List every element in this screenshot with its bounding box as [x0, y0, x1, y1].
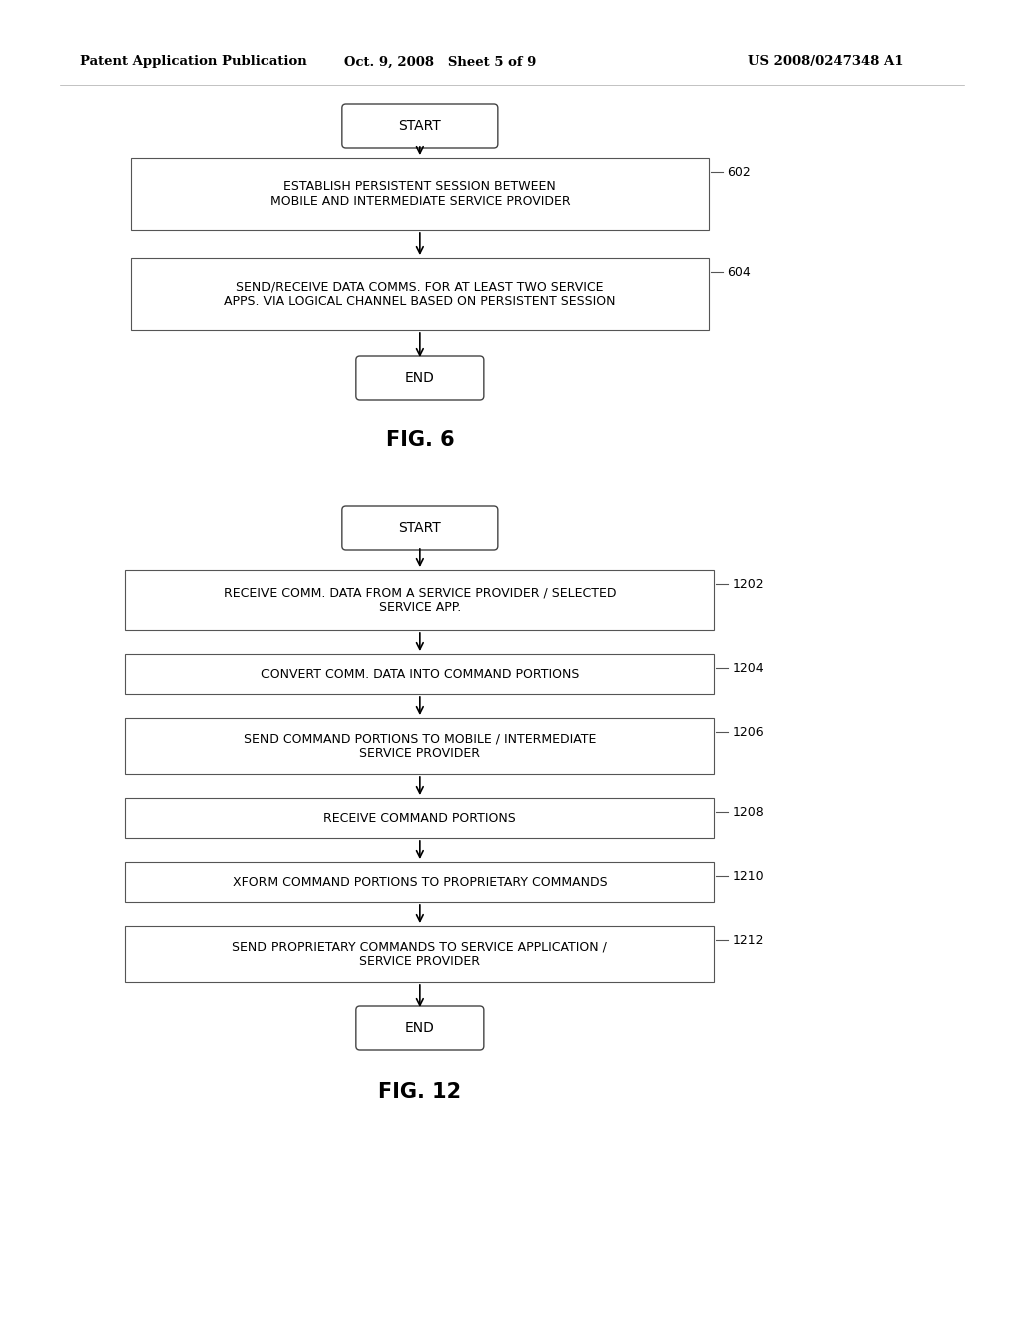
Bar — [125, 653, 715, 694]
FancyBboxPatch shape — [342, 104, 498, 148]
Text: SEND PROPRIETARY COMMANDS TO SERVICE APPLICATION /
SERVICE PROVIDER: SEND PROPRIETARY COMMANDS TO SERVICE APP… — [232, 940, 607, 968]
Bar — [125, 799, 715, 838]
Text: 1204: 1204 — [732, 663, 764, 675]
Text: END: END — [404, 371, 435, 385]
Bar — [131, 257, 709, 330]
Text: 1208: 1208 — [732, 807, 764, 818]
Text: 1210: 1210 — [732, 870, 764, 883]
FancyBboxPatch shape — [356, 1006, 483, 1049]
Text: FIG. 12: FIG. 12 — [378, 1082, 462, 1102]
Bar — [125, 718, 715, 774]
Text: END: END — [404, 1020, 435, 1035]
Bar — [125, 862, 715, 902]
Text: RECEIVE COMM. DATA FROM A SERVICE PROVIDER / SELECTED
SERVICE APP.: RECEIVE COMM. DATA FROM A SERVICE PROVID… — [223, 586, 616, 614]
Text: ESTABLISH PERSISTENT SESSION BETWEEN
MOBILE AND INTERMEDIATE SERVICE PROVIDER: ESTABLISH PERSISTENT SESSION BETWEEN MOB… — [269, 180, 570, 209]
Text: CONVERT COMM. DATA INTO COMMAND PORTIONS: CONVERT COMM. DATA INTO COMMAND PORTIONS — [261, 668, 579, 681]
Bar — [125, 927, 715, 982]
Text: FIG. 6: FIG. 6 — [385, 430, 455, 450]
Text: Patent Application Publication: Patent Application Publication — [80, 55, 307, 69]
Text: START: START — [398, 119, 441, 133]
Text: 604: 604 — [727, 267, 751, 279]
Text: 602: 602 — [727, 166, 751, 180]
Text: 1202: 1202 — [732, 578, 764, 591]
Text: US 2008/0247348 A1: US 2008/0247348 A1 — [748, 55, 903, 69]
Text: SEND/RECEIVE DATA COMMS. FOR AT LEAST TWO SERVICE
APPS. VIA LOGICAL CHANNEL BASE: SEND/RECEIVE DATA COMMS. FOR AT LEAST TW… — [224, 280, 615, 308]
Bar — [131, 158, 709, 230]
Bar — [125, 570, 715, 630]
Text: SEND COMMAND PORTIONS TO MOBILE / INTERMEDIATE
SERVICE PROVIDER: SEND COMMAND PORTIONS TO MOBILE / INTERM… — [244, 733, 596, 760]
Text: XFORM COMMAND PORTIONS TO PROPRIETARY COMMANDS: XFORM COMMAND PORTIONS TO PROPRIETARY CO… — [232, 875, 607, 888]
Text: RECEIVE COMMAND PORTIONS: RECEIVE COMMAND PORTIONS — [324, 812, 516, 825]
FancyBboxPatch shape — [356, 356, 483, 400]
Text: 1212: 1212 — [732, 935, 764, 946]
FancyBboxPatch shape — [342, 506, 498, 550]
Text: 1206: 1206 — [732, 726, 764, 739]
Text: START: START — [398, 521, 441, 535]
Text: Oct. 9, 2008   Sheet 5 of 9: Oct. 9, 2008 Sheet 5 of 9 — [344, 55, 537, 69]
